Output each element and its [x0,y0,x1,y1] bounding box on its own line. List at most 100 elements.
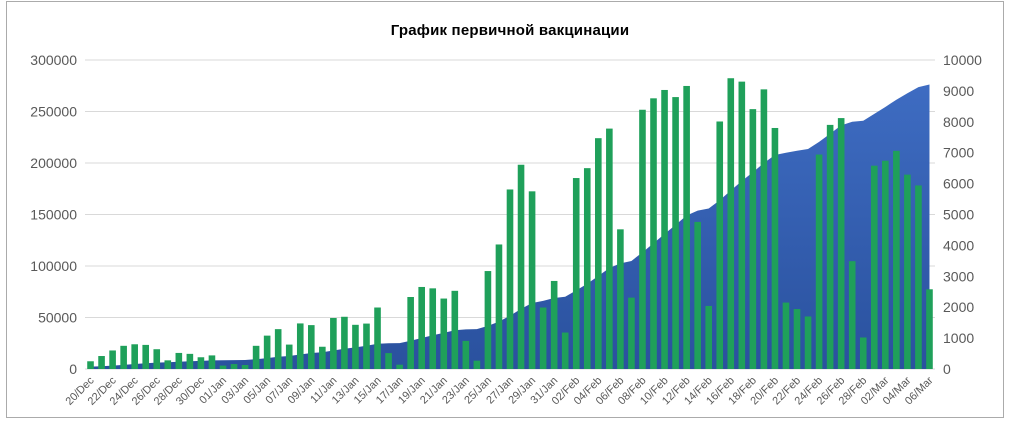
bar-21/Dec [98,356,105,369]
bar-13/Jan [352,324,359,369]
bar-02/Feb [572,178,580,369]
bar-04/Jan [252,345,260,369]
x-axis-labels: 20/Dec22/Dec24/Dec26/Dec28/Dec30/Dec01/J… [64,374,936,407]
bar-28/Jan [517,164,525,369]
bar-23/Feb [804,316,812,369]
bar-21/Feb [782,302,790,369]
right-axis-tick: 9000 [943,83,974,99]
bar-12/Feb [683,85,690,370]
bar-18/Feb [749,109,757,369]
bar-23/Jan [462,340,470,369]
bar-20/Feb [771,127,779,369]
left-axis-labels: 0 50000 100000 150000 200000 250000 300000 [30,52,77,377]
left-axis-tick: 250000 [30,104,77,120]
bar-01/Jan [219,365,227,369]
bar-26/Feb [837,118,845,369]
bar-09/Jan [308,325,315,369]
bar-31/Dec [208,355,216,369]
bar-11/Feb [672,97,679,369]
bar-20/Dec [87,361,94,369]
bar-27/Jan [506,189,514,369]
bar-07/Feb [628,297,635,369]
bar-17/Feb [738,81,746,369]
bar-22/Feb [793,309,801,369]
bar-08/Feb [639,109,646,369]
bar-24/Jan [473,360,481,369]
bar-27/Dec [164,360,172,369]
bar-20/Jan [429,288,437,369]
bar-25/Jan [484,271,492,369]
bar-27/Feb [848,261,856,369]
bar-16/Jan [385,353,392,369]
bar-25/Feb [826,124,834,369]
bar-15/Feb [716,121,724,370]
bar-19/Jan [418,286,425,369]
bar-30/Jan [539,307,547,369]
right-axis-tick: 3000 [943,268,974,284]
bar-13/Feb [694,221,701,369]
bar-09/Feb [650,98,657,369]
bar-11/Jan [330,318,337,369]
bar-01/Mar [870,165,878,369]
right-axis-labels: 0 1000 2000 3000 4000 5000 6000 7000 8000 9000 100… [943,52,982,377]
bar-10/Feb [661,89,668,369]
left-axis-tick: 200000 [30,155,77,171]
right-axis-tick: 2000 [943,299,974,315]
bar-23/Dec [120,345,127,369]
bar-30/Dec [197,357,205,369]
bar-05/Feb [606,128,613,369]
bar-29/Jan [528,191,536,369]
left-axis-tick: 50000 [38,310,77,326]
chart-title: График первичной вакцинации [390,22,630,39]
bar-25/Dec [142,344,150,369]
bar-28/Dec [175,352,183,369]
bar-07/Jan [285,344,293,369]
bar-03/Jan [241,364,249,369]
bar-24/Feb [815,154,823,369]
left-axis-tick: 300000 [30,52,77,68]
bar-18/Jan [407,297,414,369]
bar-04/Mar [904,174,911,369]
bar-10/Jan [319,346,326,369]
bar-08/Jan [296,323,304,369]
left-axis-tick: 150000 [30,207,77,223]
bar-22/Dec [109,350,116,369]
right-axis-tick: 5000 [943,207,974,223]
bar-22/Jan [451,290,459,369]
bar-16/Feb [727,78,735,369]
bar-02/Jan [230,364,238,369]
daily-bars [87,78,933,370]
bar-05/Mar [915,185,922,369]
bar-19/Feb [760,89,768,370]
right-axis-tick: 7000 [943,145,974,161]
bar-26/Jan [495,244,503,369]
bar-14/Feb [705,305,712,369]
bar-28/Feb [859,337,867,369]
bar-06/Mar [926,289,933,369]
right-axis-tick: 10000 [943,52,982,68]
bar-03/Mar [893,150,900,369]
right-axis-tick: 0 [943,361,951,377]
right-axis-tick: 6000 [943,176,974,192]
right-axis-tick: 4000 [943,237,974,253]
bar-15/Jan [374,307,381,369]
bar-04/Feb [595,138,602,369]
left-axis-tick: 0 [69,361,77,377]
bar-17/Jan [396,364,403,369]
bar-14/Jan [363,323,370,369]
bar-03/Feb [583,168,591,369]
left-axis-tick: 100000 [30,258,77,274]
bar-05/Jan [263,335,271,369]
bar-12/Jan [341,316,348,369]
bar-21/Jan [440,298,448,369]
bar-24/Dec [131,344,138,369]
bar-26/Dec [153,349,161,369]
bar-31/Jan [550,280,558,369]
bar-02/Mar [882,160,889,369]
right-axis-tick: 1000 [943,330,974,346]
bar-29/Dec [186,353,194,369]
bar-01/Feb [561,332,569,369]
bar-06/Jan [274,329,282,369]
